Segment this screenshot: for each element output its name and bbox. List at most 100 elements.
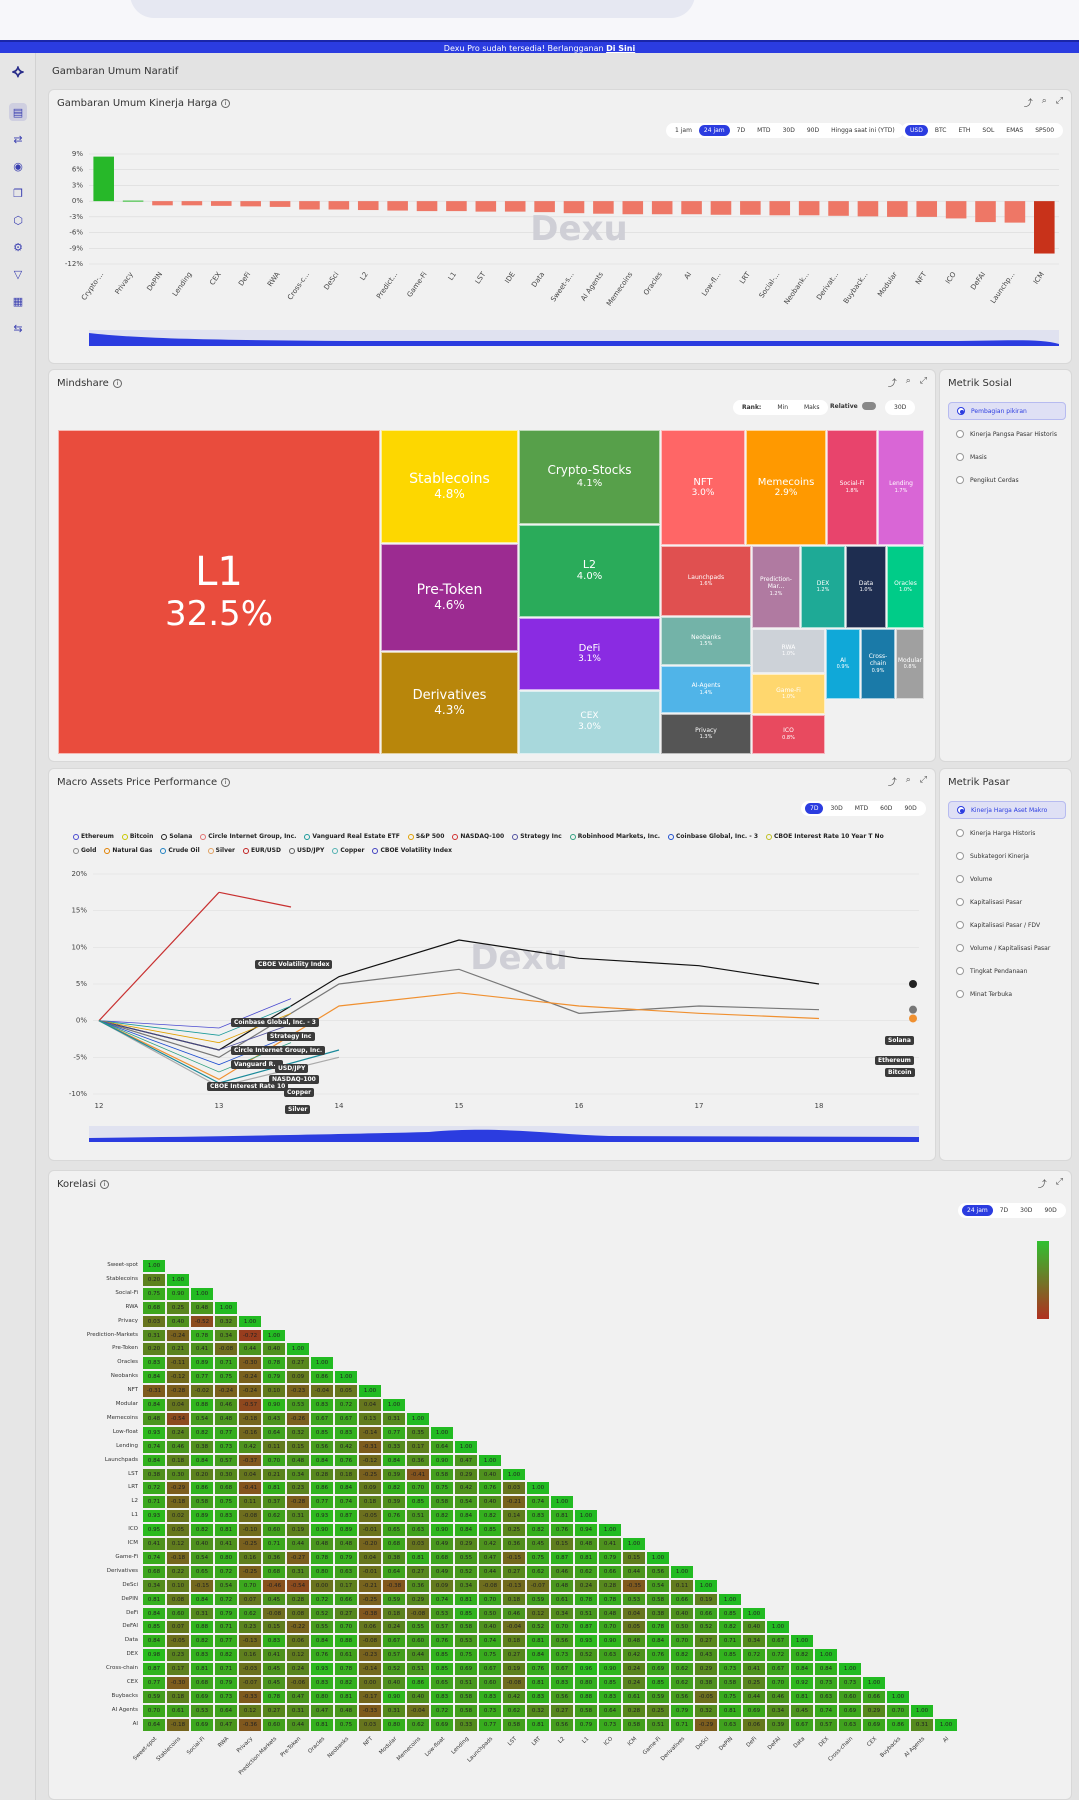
heatmap-cell[interactable]: -0.25 <box>358 1467 382 1482</box>
heatmap-cell[interactable]: 0.31 <box>286 1509 310 1524</box>
heatmap-cell[interactable]: -0.46 <box>262 1578 286 1593</box>
heatmap-cell[interactable]: 1.00 <box>190 1286 214 1301</box>
heatmap-cell[interactable]: -0.38 <box>382 1578 406 1593</box>
heatmap-cell[interactable]: 0.03 <box>502 1481 526 1496</box>
time-tab-3[interactable]: MTD <box>757 127 771 134</box>
heatmap-cell[interactable]: -0.22 <box>286 1620 310 1635</box>
heatmap-cell[interactable]: 0.58 <box>190 1495 214 1510</box>
heatmap-cell[interactable]: 0.84 <box>310 1453 334 1468</box>
heatmap-cell[interactable]: 0.79 <box>670 1703 694 1718</box>
heatmap-cell[interactable]: 0.40 <box>190 1537 214 1551</box>
heatmap-cell[interactable]: -0.08 <box>502 1676 526 1690</box>
heatmap-cell[interactable]: 0.18 <box>382 1606 406 1621</box>
heatmap-cell[interactable]: 0.09 <box>286 1370 310 1385</box>
heatmap-cell[interactable]: 0.63 <box>406 1523 430 1537</box>
heatmap-cell[interactable]: 0.70 <box>886 1703 910 1718</box>
heatmap-cell[interactable]: 0.41 <box>598 1537 622 1551</box>
heatmap-cell[interactable]: 0.62 <box>262 1509 286 1524</box>
heatmap-cell[interactable]: 0.77 <box>214 1425 238 1440</box>
heatmap-cell[interactable]: 0.85 <box>718 1648 742 1663</box>
heatmap-cell[interactable]: 0.86 <box>886 1717 910 1732</box>
heatmap-cell[interactable]: 0.79 <box>574 1717 598 1732</box>
heatmap-cell[interactable]: 0.82 <box>670 1648 694 1663</box>
heatmap-cell[interactable]: 0.84 <box>814 1662 838 1676</box>
heatmap-cell[interactable]: 0.19 <box>694 1592 718 1607</box>
heatmap-cell[interactable]: 0.74 <box>430 1592 454 1607</box>
share-icon[interactable]: ⤴ <box>1023 99 1033 109</box>
heatmap-cell[interactable]: 0.22 <box>166 1564 190 1579</box>
heatmap-cell[interactable]: 0.93 <box>574 1634 598 1649</box>
heatmap-cell[interactable]: 0.70 <box>262 1453 286 1468</box>
social-option-1[interactable]: Kinerja Pangsa Pasar Historis <box>948 425 1066 443</box>
heatmap-cell[interactable]: -0.05 <box>694 1689 718 1704</box>
bar[interactable] <box>798 201 820 216</box>
heatmap-cell[interactable]: 0.18 <box>166 1689 190 1704</box>
heatmap-cell[interactable]: -0.52 <box>190 1314 214 1329</box>
heatmap-cell[interactable]: 0.20 <box>142 1342 166 1357</box>
swap-icon[interactable]: ⇄ <box>13 132 23 146</box>
market-option-1[interactable]: Kinerja Harga Historis <box>948 824 1066 842</box>
treemap-tile[interactable]: DeFi 3.1% <box>519 618 660 690</box>
heatmap-cell[interactable]: 0.24 <box>166 1425 190 1440</box>
heatmap-cell[interactable]: 0.21 <box>262 1467 286 1482</box>
heatmap-cell[interactable]: 0.56 <box>550 1689 574 1704</box>
heatmap-cell[interactable]: 0.75 <box>214 1370 238 1385</box>
heatmap-cell[interactable]: 0.70 <box>478 1592 502 1607</box>
heatmap-cell[interactable]: 0.74 <box>478 1634 502 1649</box>
heatmap-cell[interactable]: 0.14 <box>502 1509 526 1524</box>
heatmap-cell[interactable]: 0.34 <box>766 1703 790 1718</box>
heatmap-cell[interactable]: -0.30 <box>166 1676 190 1690</box>
heatmap-cell[interactable]: 0.46 <box>502 1606 526 1621</box>
bar[interactable] <box>328 201 350 210</box>
heatmap-cell[interactable]: 0.84 <box>142 1606 166 1621</box>
bar[interactable] <box>240 201 261 207</box>
heatmap-cell[interactable]: 0.65 <box>430 1676 454 1690</box>
heatmap-cell[interactable]: 0.48 <box>334 1703 358 1718</box>
heatmap-cell[interactable]: 0.84 <box>790 1662 814 1676</box>
heatmap-cell[interactable]: 0.83 <box>214 1509 238 1524</box>
heatmap-cell[interactable]: 0.44 <box>742 1689 766 1704</box>
heatmap-cell[interactable]: 0.10 <box>262 1384 286 1398</box>
heatmap-cell[interactable]: 0.46 <box>550 1564 574 1579</box>
heatmap-cell[interactable]: 0.93 <box>142 1509 166 1524</box>
heatmap-cell[interactable]: 0.19 <box>286 1523 310 1537</box>
heatmap-cell[interactable]: 0.16 <box>238 1550 262 1565</box>
heatmap-cell[interactable]: 0.92 <box>790 1676 814 1690</box>
heatmap-cell[interactable]: 0.47 <box>310 1703 334 1718</box>
heatmap-cell[interactable]: 0.78 <box>262 1689 286 1704</box>
heatmap-cell[interactable]: 0.93 <box>142 1425 166 1440</box>
heatmap-cell[interactable]: 0.72 <box>142 1481 166 1496</box>
bar[interactable] <box>152 201 173 206</box>
heatmap-cell[interactable]: -0.16 <box>238 1425 262 1440</box>
bar[interactable] <box>945 201 967 219</box>
heatmap-cell[interactable]: 0.64 <box>598 1703 622 1718</box>
bar[interactable] <box>269 201 291 207</box>
heatmap-cell[interactable]: 0.31 <box>190 1606 214 1621</box>
heatmap-cell[interactable]: -0.18 <box>166 1495 190 1510</box>
market-option-0[interactable]: Kinerja Harga Aset Makro <box>948 801 1066 819</box>
copy-icon[interactable]: ❐ <box>13 186 23 200</box>
heatmap-cell[interactable]: 0.17 <box>166 1662 190 1676</box>
heatmap-cell[interactable]: 0.58 <box>502 1717 526 1732</box>
korelasi-tab-2[interactable]: 30D <box>1020 1207 1033 1214</box>
heatmap-cell[interactable]: 0.15 <box>550 1537 574 1551</box>
heatmap-cell[interactable]: 0.85 <box>598 1676 622 1690</box>
heatmap-cell[interactable]: 0.75 <box>454 1648 478 1663</box>
heatmap-cell[interactable]: 0.02 <box>166 1509 190 1524</box>
heatmap-cell[interactable]: 0.47 <box>478 1550 502 1565</box>
heatmap-cell[interactable]: 0.55 <box>454 1550 478 1565</box>
treemap-tile[interactable]: NFT 3.0% <box>661 430 745 545</box>
heatmap-cell[interactable]: 0.51 <box>454 1676 478 1690</box>
heatmap-cell[interactable]: 1.00 <box>598 1523 622 1537</box>
heatmap-cell[interactable]: 0.52 <box>694 1620 718 1635</box>
heatmap-cell[interactable]: 0.65 <box>190 1564 214 1579</box>
heatmap-cell[interactable]: 0.48 <box>190 1300 214 1315</box>
heatmap-cell[interactable]: -0.08 <box>262 1606 286 1621</box>
series-line[interactable] <box>98 1020 292 1066</box>
heatmap-cell[interactable]: 0.80 <box>382 1717 406 1732</box>
heatmap-cell[interactable]: 0.62 <box>502 1703 526 1718</box>
heatmap-cell[interactable]: 0.90 <box>598 1634 622 1649</box>
time-tab-2[interactable]: 7D <box>736 127 746 134</box>
heatmap-cell[interactable]: 0.69 <box>430 1717 454 1732</box>
heatmap-cell[interactable]: 0.83 <box>142 1356 166 1371</box>
